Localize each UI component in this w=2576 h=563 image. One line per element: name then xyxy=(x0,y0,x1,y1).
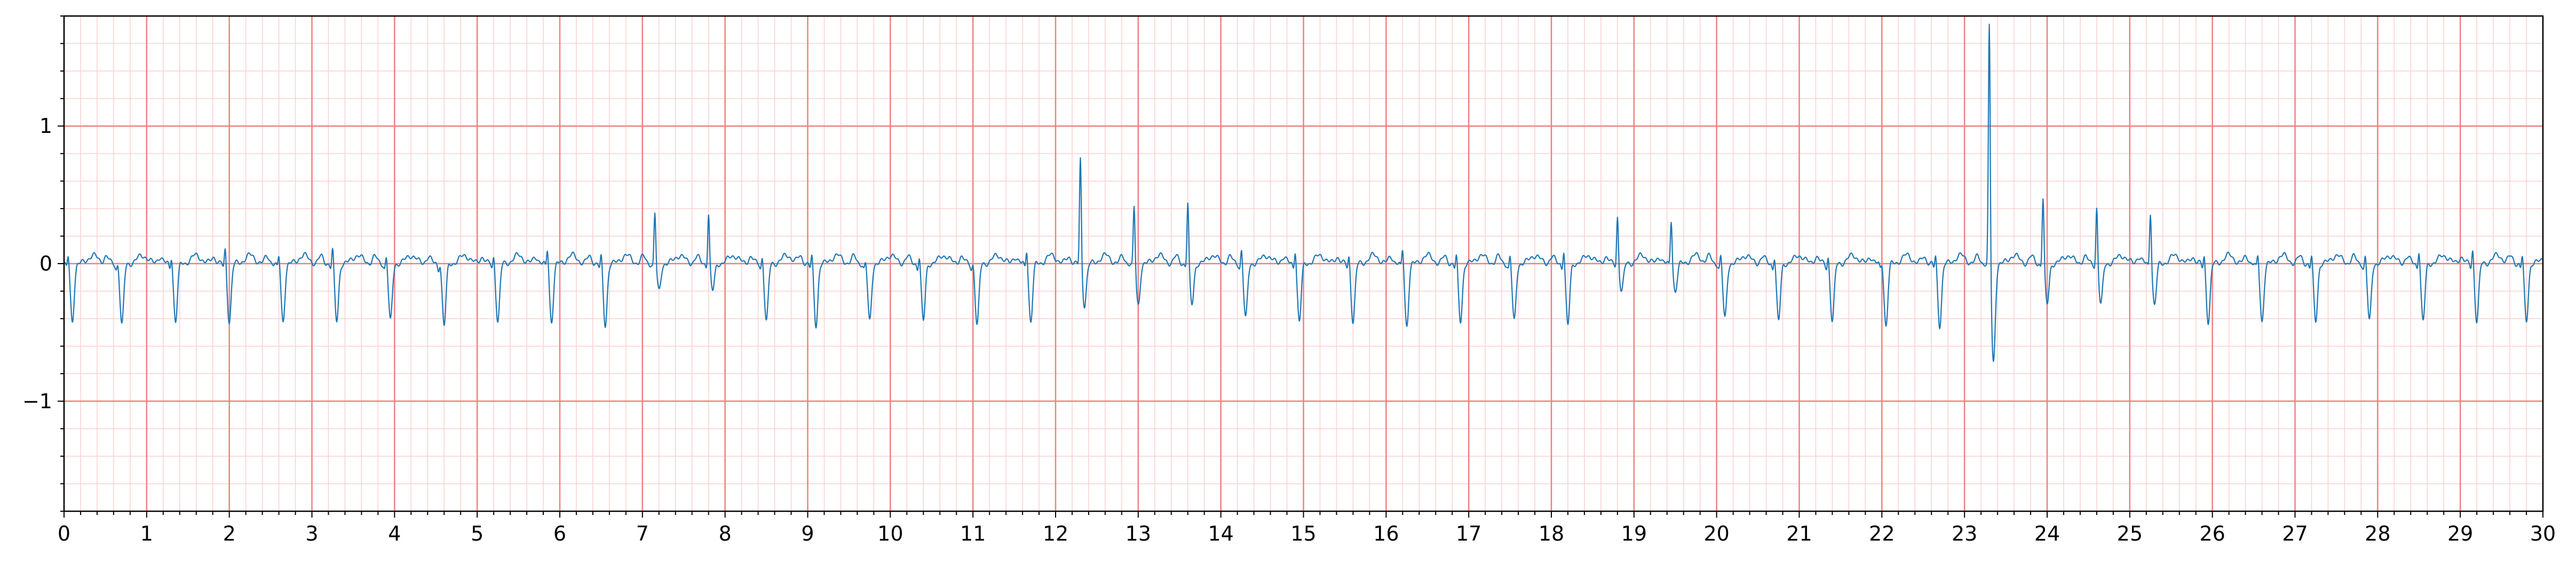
y-axis-ticks: 1 0 −1 xyxy=(22,15,64,512)
x-tick-label: 16 xyxy=(1373,522,1399,545)
x-tick-label: 17 xyxy=(1456,522,1481,545)
ecg-trace-layer xyxy=(64,23,2543,362)
x-tick-label: 9 xyxy=(801,522,814,545)
x-tick-label: 21 xyxy=(1786,522,1812,545)
x-tick-label: 2 xyxy=(223,522,236,545)
x-tick-label: 14 xyxy=(1208,522,1233,545)
x-tick-label: 29 xyxy=(2447,522,2473,545)
x-tick-label: 11 xyxy=(960,522,986,545)
x-tick-label: 6 xyxy=(553,522,566,545)
y-tick-label: 0 xyxy=(39,252,52,275)
ecg-trace-line xyxy=(64,23,2543,362)
x-tick-label: 18 xyxy=(1539,522,1564,545)
y-tick-label: 1 xyxy=(39,114,52,138)
x-tick-label: 0 xyxy=(58,522,70,545)
x-tick-label: 22 xyxy=(1869,522,1895,545)
x-tick-label: 4 xyxy=(388,522,401,545)
x-tick-label: 10 xyxy=(877,522,903,545)
x-tick-label: 7 xyxy=(636,522,649,545)
x-tick-label: 20 xyxy=(1703,522,1729,545)
x-tick-label: 27 xyxy=(2282,522,2308,545)
x-tick-label: 13 xyxy=(1125,522,1151,545)
x-tick-label: 25 xyxy=(2117,522,2143,545)
x-tick-label: 23 xyxy=(1952,522,1977,545)
x-tick-label: 12 xyxy=(1043,522,1068,545)
x-tick-label: 26 xyxy=(2199,522,2225,545)
x-tick-label: 30 xyxy=(2530,522,2556,545)
x-tick-label: 24 xyxy=(2034,522,2060,545)
y-tick-label: −1 xyxy=(22,390,52,413)
x-tick-label: 19 xyxy=(1621,522,1647,545)
x-tick-label: 1 xyxy=(140,522,153,545)
x-tick-label: 8 xyxy=(719,522,732,545)
x-axis-ticks: 0 1 2 3 4 5 6 7 8 9 10 11 12 13 14 15 16 17 18 19 20 21 22 23 24… xyxy=(58,511,2556,545)
x-tick-label: 5 xyxy=(471,522,484,545)
x-tick-label: 28 xyxy=(2365,522,2390,545)
x-tick-label: 15 xyxy=(1290,522,1316,545)
x-tick-label: 3 xyxy=(305,522,318,545)
